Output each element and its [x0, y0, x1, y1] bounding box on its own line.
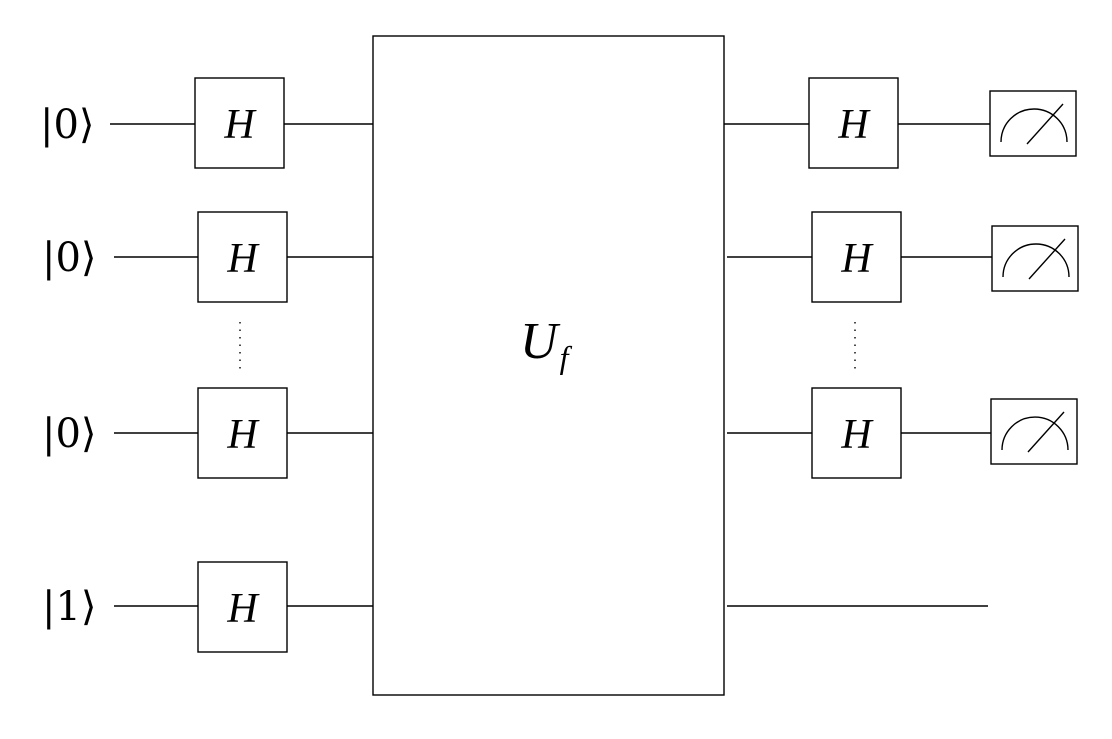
input-state-2: |0⟩ [42, 235, 97, 281]
hadamard-gate: H [194, 77, 285, 169]
hadamard-label: H [223, 102, 257, 148]
hadamard-gate: H [811, 211, 902, 303]
meter-icon [990, 398, 1078, 465]
hadamard-gate: H [197, 387, 288, 479]
hadamard-gate: H [811, 387, 902, 479]
hadamard-label: H [226, 412, 260, 458]
hadamard-label: H [226, 236, 260, 282]
input-state-1: |0⟩ [40, 102, 95, 148]
oracle-label: U [520, 313, 561, 370]
hadamard-label: H [840, 412, 874, 458]
meter-icon [991, 225, 1079, 292]
hadamard-label: H [226, 586, 260, 632]
svg-text:Uf: Uf [520, 313, 573, 375]
hadamard-gate: H [808, 77, 899, 169]
meter-icon [989, 90, 1077, 157]
hadamard-label: H [840, 236, 874, 282]
hadamard-gate: H [197, 211, 288, 303]
input-state-4: |1⟩ [42, 584, 97, 630]
input-state-3: |0⟩ [42, 411, 97, 457]
hadamard-label: H [837, 102, 871, 148]
oracle-gate: Uf [372, 35, 725, 696]
hadamard-gate: H [197, 561, 288, 653]
